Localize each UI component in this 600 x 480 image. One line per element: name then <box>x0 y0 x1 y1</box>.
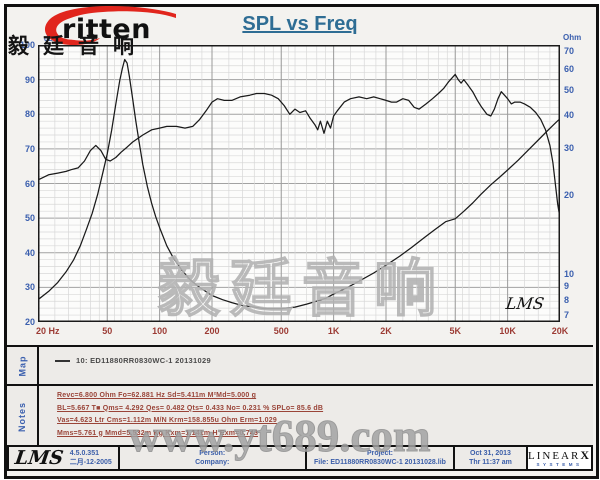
brand-wordmark: ritten <box>62 14 151 44</box>
footer-status-bar: LMS 4.5.0.351 二月-12-2005 Person: Company… <box>7 445 593 471</box>
map-row: Map 10: ED11880RR0830WC-1 20131029 <box>7 345 593 384</box>
lms-watermark-chart: LMS <box>504 294 546 313</box>
notes-row-label: Notes <box>7 386 39 447</box>
notes-line: Revc=6.800 Ohm Fo=62.881 Hz Sd=5.411m M²… <box>57 392 257 399</box>
notes-line: BL=5.667 T■ Qms= 4.292 Qes= 0.482 Qts= 0… <box>57 404 324 412</box>
notes-line: Vas=4.623 Ltr Cms=1.112m M/N Krm=158.855… <box>57 417 277 424</box>
right-axis-unit-label: Ohm <box>563 33 582 42</box>
lms-version: 4.5.0.351 <box>69 450 99 457</box>
footer-lms-cell: LMS 4.5.0.351 二月-12-2005 <box>9 447 120 469</box>
linearx-systems-text: SYSTEMS <box>536 461 583 467</box>
spl-freq-chart <box>38 45 560 322</box>
curve-impedance <box>38 58 560 310</box>
person-label: Person: <box>199 450 226 457</box>
brand-text: ritten <box>62 14 151 44</box>
notes-row: Notes Revc=6.800 Ohm Fo=62.881 Hz Sd=5.4… <box>7 384 593 447</box>
map-row-label: Map <box>7 347 39 384</box>
footer-date-cell: Oct 31, 2013 Thr 11:37 am <box>455 447 528 469</box>
legend-text: 10: ED11880RR0830WC-1 20131029 <box>76 356 211 365</box>
footer-person-cell: Person: Company: <box>120 447 307 469</box>
footer-project-cell: Project: File: ED11880RR0830WC-1 2013102… <box>307 447 455 469</box>
project-label: Project: <box>366 450 393 457</box>
page-title: SPL vs Freq <box>242 13 358 35</box>
company-label: Company: <box>195 459 230 466</box>
lms-version-date: 二月-12-2005 <box>69 459 112 466</box>
brand-swoosh-icon <box>44 5 176 45</box>
legend-line-swatch <box>55 360 70 362</box>
map-legend: 10: ED11880RR0830WC-1 20131029 <box>39 347 211 384</box>
file-name: File: ED11880RR0830WC-1 20131028.lib <box>314 459 446 466</box>
brand-logo <box>44 5 176 45</box>
report-time: Thr 11:37 am <box>469 459 512 466</box>
notes-line: Mms=5.761 g Mmd=5.532m Kg Kxm=1.141m H E… <box>57 429 259 437</box>
notes-lines: Revc=6.800 Ohm Fo=62.881 Hz Sd=5.411m M²… <box>39 386 323 447</box>
report-date: Oct 31, 2013 <box>470 450 511 457</box>
linearx-logo: LINEARX SYSTEMS <box>528 447 591 469</box>
company-name-chinese: 毅廷音响 <box>8 35 148 58</box>
lms-logo: LMS <box>13 446 65 469</box>
curve-spl <box>38 73 560 219</box>
